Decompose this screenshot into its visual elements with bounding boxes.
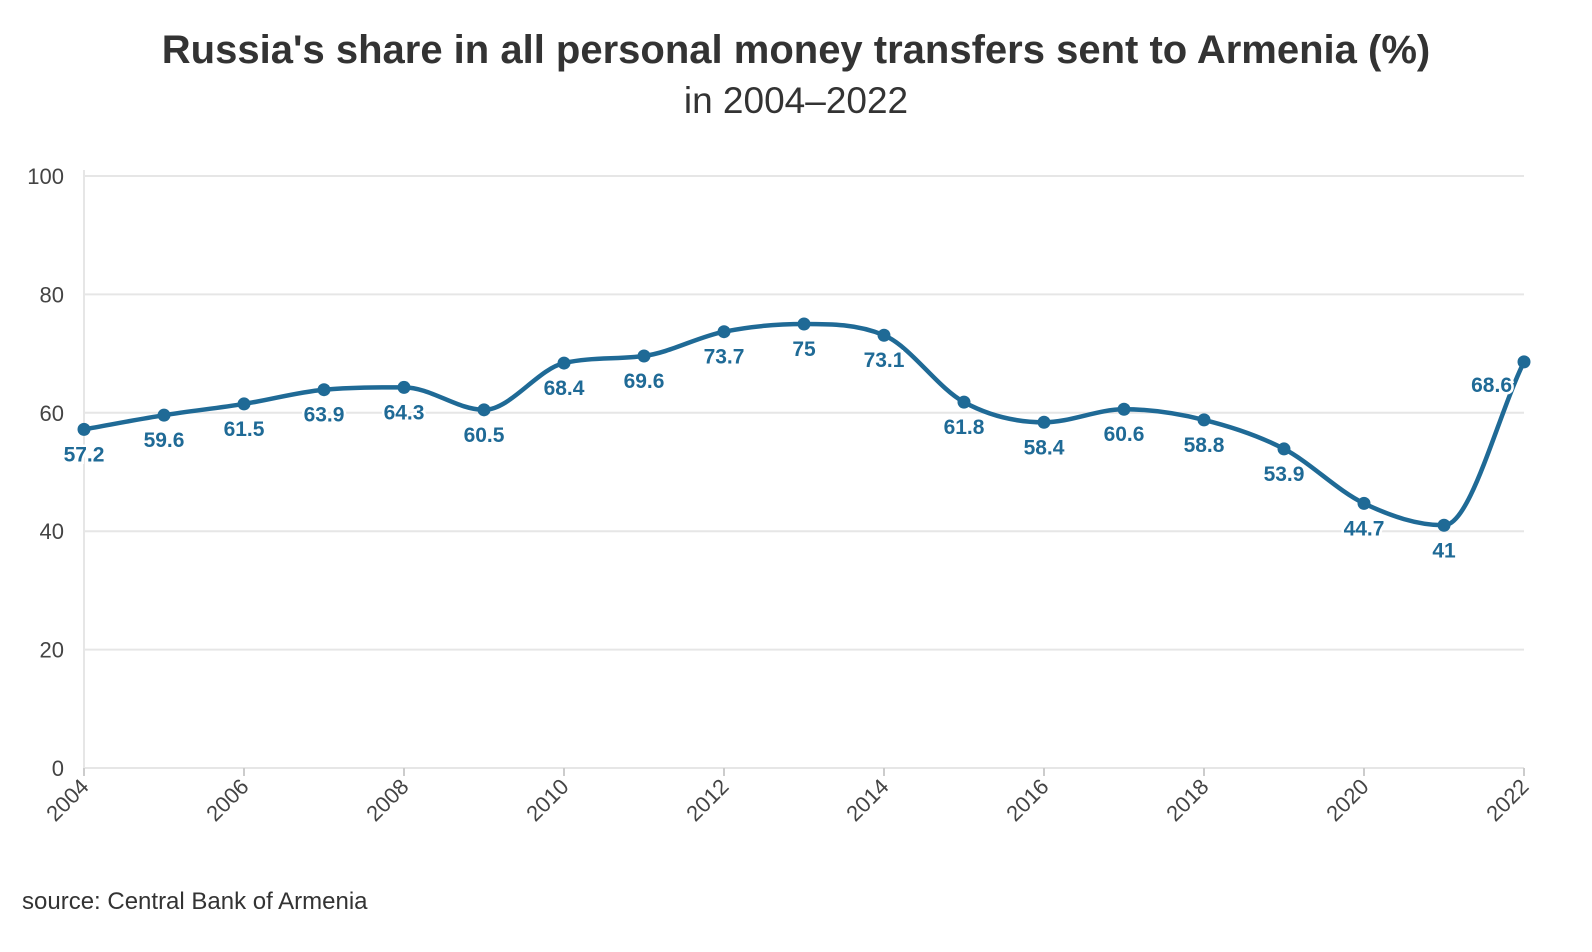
data-point: [1277, 442, 1291, 456]
data-points: [77, 317, 1531, 532]
chart-subtitle: in 2004–2022: [683, 80, 909, 121]
data-point: [957, 395, 971, 409]
x-tick-label: 2008: [361, 774, 413, 826]
data-point: [157, 408, 171, 422]
x-tick-label: 2004: [41, 774, 93, 826]
data-label: 41: [1432, 539, 1456, 562]
y-tick-label: 60: [40, 401, 64, 426]
data-label: 59.6: [144, 429, 185, 452]
x-axis-ticks: 2004 2006 2008 2010 2012 2014 2016 2018 2020 2022: [41, 768, 1534, 826]
y-tick-label: 20: [40, 638, 64, 663]
data-label: 69.6: [624, 370, 665, 393]
data-label: 58.4: [1024, 436, 1065, 459]
y-tick-label: 40: [40, 519, 64, 544]
axes: [83, 170, 1524, 769]
data-label: 68.6: [1471, 374, 1512, 397]
data-label: 60.5: [464, 424, 505, 447]
data-labels: 57.2 59.6 61.5 63.9 64.3 60.5 68.4 69.6 73.7 75 73…: [61, 336, 1514, 565]
data-label: 44.7: [1344, 517, 1385, 540]
x-tick-label: 2020: [1321, 774, 1373, 826]
x-tick-label: 2016: [1001, 774, 1053, 826]
data-point: [317, 383, 331, 397]
data-point: [717, 325, 731, 339]
data-point: [637, 349, 651, 363]
data-label: 73.7: [704, 346, 745, 369]
data-label: 63.9: [304, 404, 345, 427]
data-point: [477, 403, 491, 417]
data-label: 64.3: [384, 401, 425, 424]
grid-lines: [84, 175, 1524, 651]
data-label: 75: [792, 338, 816, 361]
data-label: 58.8: [1184, 434, 1225, 457]
data-point: [77, 422, 91, 436]
data-point: [237, 397, 251, 411]
data-point: [557, 356, 571, 370]
data-point: [397, 380, 411, 394]
x-tick-label: 2010: [521, 774, 573, 826]
source-note: source: Central Bank of Armenia: [22, 888, 368, 915]
data-point: [797, 317, 811, 331]
y-tick-label: 0: [52, 756, 64, 781]
x-tick-label: 2006: [201, 774, 253, 826]
data-point: [877, 328, 891, 342]
chart-title: Russia's share in all personal money tra…: [161, 28, 1431, 72]
y-tick-label: 100: [27, 164, 64, 189]
data-point: [1117, 402, 1131, 416]
y-axis-ticks: 0 20 40 60 80 100: [27, 164, 64, 781]
data-label: 61.5: [224, 418, 265, 441]
data-label: 57.2: [64, 443, 105, 466]
data-label: 61.8: [944, 416, 985, 439]
x-tick-label: 2014: [841, 774, 893, 826]
x-tick-label: 2018: [1161, 774, 1213, 826]
y-tick-label: 80: [40, 282, 64, 307]
x-tick-label: 2022: [1481, 774, 1533, 826]
data-label: 60.6: [1104, 423, 1145, 446]
data-point: [1197, 413, 1211, 427]
data-label: 53.9: [1264, 463, 1305, 486]
x-tick-label: 2012: [681, 774, 733, 826]
data-point: [1357, 496, 1371, 510]
data-point: [1517, 355, 1531, 369]
data-point: [1437, 518, 1451, 532]
data-point: [1037, 415, 1051, 429]
data-label: 73.1: [864, 349, 905, 372]
data-label: 68.4: [544, 377, 585, 400]
